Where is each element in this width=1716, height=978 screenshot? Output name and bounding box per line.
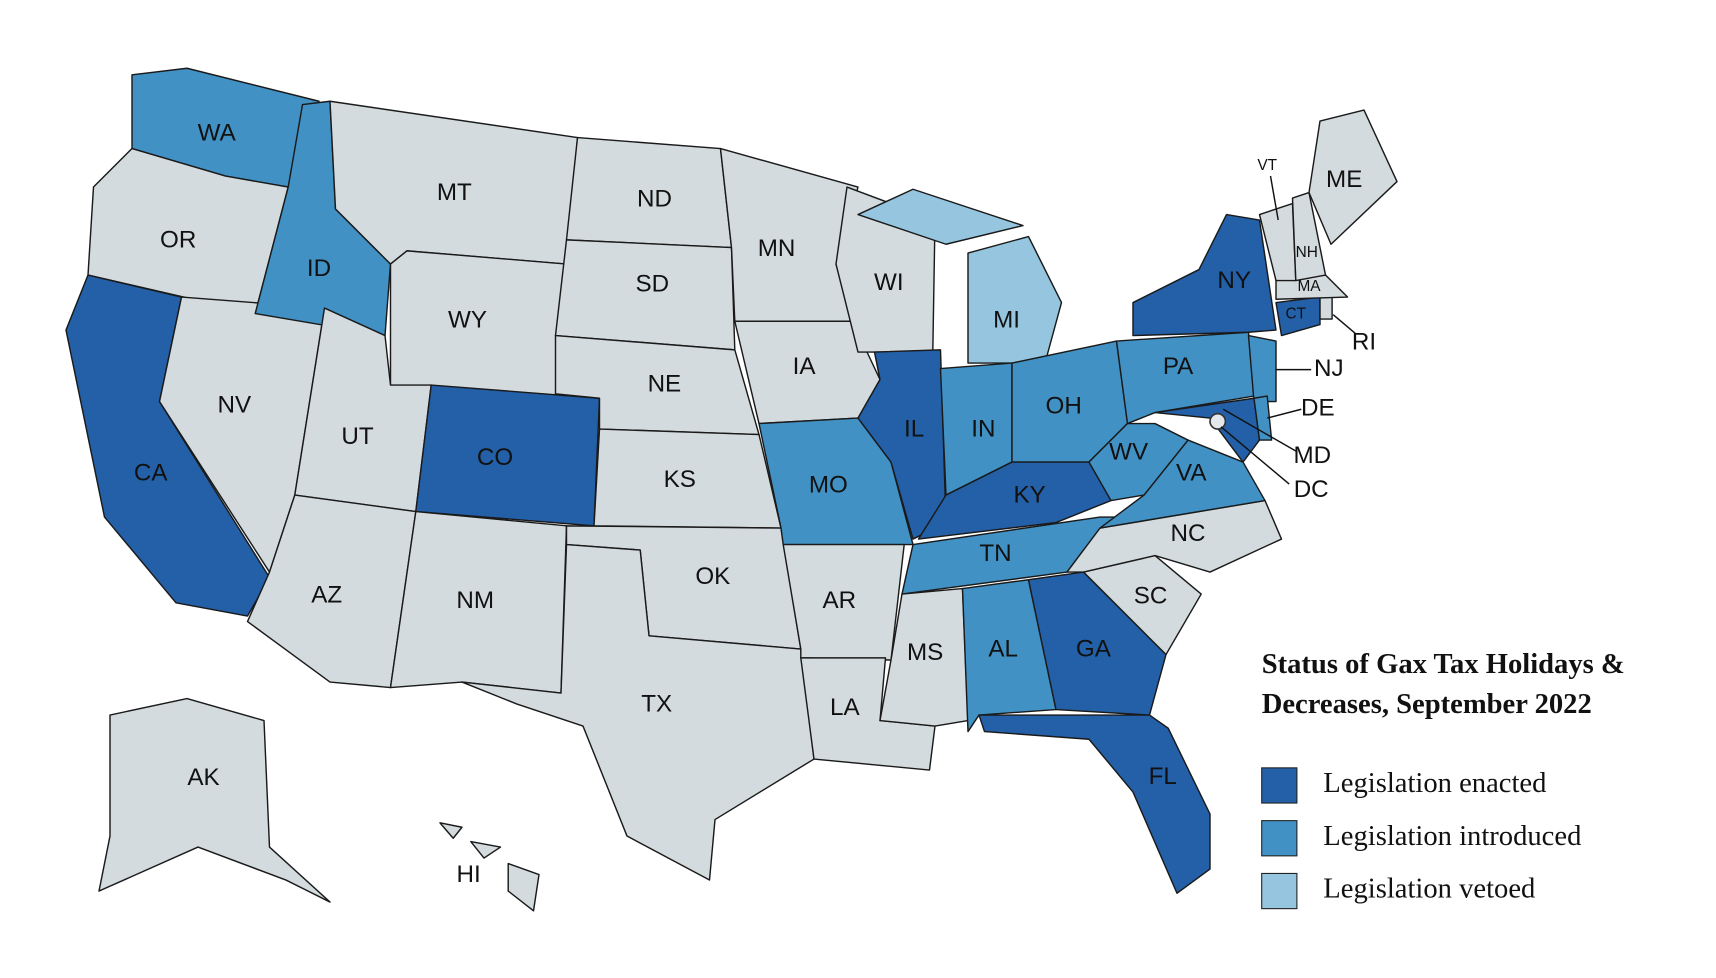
state-label: MD (1293, 442, 1331, 469)
state-label: AR (822, 587, 856, 614)
state-shape (978, 714, 1211, 894)
state-label: OR (160, 226, 196, 253)
state-label: UT (341, 423, 373, 450)
state-shape (1132, 213, 1277, 337)
state-label: OK (695, 563, 730, 590)
state-shape (961, 579, 1057, 733)
legend-swatch (1261, 820, 1298, 857)
state-label: NC (1171, 520, 1206, 547)
state-label: MT (437, 179, 472, 206)
state-shape (1291, 191, 1327, 282)
leader-line (1267, 408, 1302, 419)
leader-line (1222, 408, 1297, 452)
state-shape (461, 543, 815, 881)
state-label: IA (793, 353, 817, 380)
state-label: CA (134, 460, 168, 487)
state-label: CT (1286, 306, 1307, 323)
legend-swatch (1261, 872, 1298, 910)
states (65, 67, 1398, 912)
state-shape (1308, 109, 1398, 245)
state-label: SC (1134, 583, 1168, 610)
state-label: NM (456, 587, 494, 614)
state-label: NJ (1314, 355, 1344, 382)
state-shape (470, 840, 502, 859)
title: Status of Gax Tax Holidays & (1262, 649, 1625, 680)
state-label: AK (187, 764, 219, 791)
state-label: DE (1301, 395, 1335, 422)
state-shape (1099, 439, 1266, 529)
state-label: VT (1257, 157, 1277, 174)
state-label: KS (664, 466, 696, 493)
state-label: AZ (311, 582, 342, 609)
state-shape (857, 188, 1024, 245)
state-shape (507, 862, 540, 912)
state-label: MN (758, 235, 796, 262)
state-label: WV (1109, 439, 1149, 466)
legend-label: Legislation vetoed (1323, 874, 1535, 905)
legend: Legislation enacted Legislation introduce… (1261, 767, 1581, 910)
state-label: NV (217, 391, 251, 418)
legend-label: Legislation enacted (1323, 768, 1546, 799)
state-label: NE (648, 370, 682, 397)
state-label: WI (874, 269, 904, 296)
state-shape (439, 822, 463, 839)
state-label: WY (448, 307, 487, 334)
state-label: GA (1076, 636, 1112, 663)
state-label: WA (198, 120, 237, 147)
state-shape (1027, 571, 1167, 716)
state-shape (1154, 397, 1261, 463)
state-shape (1209, 412, 1227, 430)
state-shape (1319, 296, 1333, 320)
legend-swatch (1261, 767, 1298, 804)
state-label: IL (904, 416, 924, 443)
state-label: RI (1352, 329, 1376, 356)
state-label: MS (907, 639, 943, 666)
state-label: LA (830, 694, 860, 721)
leader-line (1220, 426, 1290, 485)
state-shape (98, 697, 331, 903)
state-label: TN (979, 540, 1011, 567)
state-label: ND (637, 186, 672, 213)
state-label: PA (1163, 353, 1194, 380)
leader-line (1269, 175, 1279, 221)
state-label: CO (477, 444, 513, 471)
state-label: IN (971, 416, 995, 443)
state-label: ME (1326, 166, 1362, 193)
state-shape (967, 235, 1063, 364)
state-label: VA (1176, 460, 1207, 487)
title: Decreases, September 2022 (1262, 689, 1592, 720)
state-label: AL (988, 636, 1018, 663)
labels: WA OR CA NV ID MT WY UT AZ CO NM ND SD NE KS OK TX MN IA MO… (134, 120, 1376, 888)
state-label: ID (307, 255, 331, 282)
state-label: HI (457, 861, 481, 888)
state-shape (1115, 331, 1255, 425)
state-label: SD (635, 270, 669, 297)
state-label: NY (1217, 267, 1251, 294)
state-shape (1247, 334, 1277, 403)
state-label: DC (1294, 476, 1329, 503)
state-label: KY (1013, 482, 1045, 509)
state-label: NH (1296, 244, 1318, 261)
legend-label: Legislation introduced (1323, 821, 1581, 852)
state-label: FL (1149, 763, 1177, 790)
state-label: OH (1046, 392, 1082, 419)
state-label: MI (993, 307, 1020, 334)
leader-line (1332, 314, 1356, 334)
state-label: MO (809, 472, 848, 499)
state-label: MA (1297, 278, 1321, 295)
state-label: TX (641, 691, 672, 718)
